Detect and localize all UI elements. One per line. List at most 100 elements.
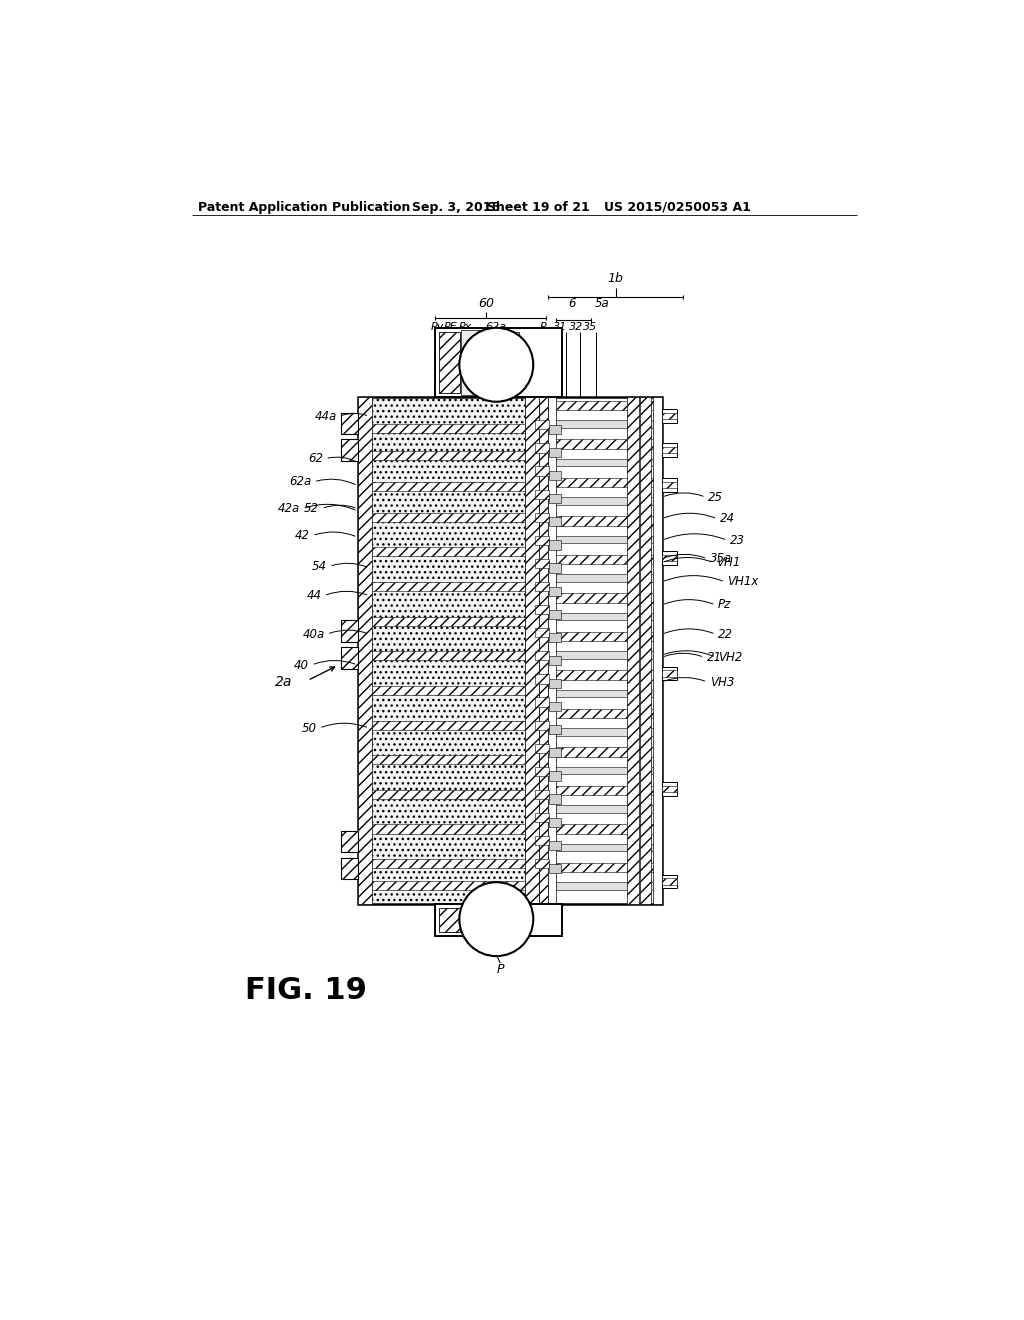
Bar [662, 482, 677, 488]
Bar [504, 908, 519, 932]
Bar [548, 397, 556, 904]
Bar [341, 647, 357, 669]
Bar [372, 397, 525, 903]
Bar [524, 397, 539, 904]
Bar [549, 447, 561, 457]
Bar [535, 697, 549, 706]
Bar [372, 482, 525, 491]
Bar [466, 908, 479, 932]
Bar [535, 536, 549, 545]
Bar [549, 656, 561, 665]
Text: Sheet 19 of 21: Sheet 19 of 21 [487, 201, 590, 214]
Bar [545, 863, 655, 873]
Bar [545, 805, 655, 813]
Bar [549, 610, 561, 619]
Bar [545, 498, 655, 506]
Text: 35a: 35a [710, 552, 732, 565]
Text: 21: 21 [707, 651, 722, 664]
Bar [545, 729, 655, 737]
Text: 42: 42 [295, 529, 310, 543]
Text: 2a: 2a [274, 675, 292, 689]
Bar [535, 675, 549, 684]
Bar [545, 689, 655, 697]
Bar [535, 651, 549, 660]
Bar [372, 424, 525, 433]
Bar [640, 397, 651, 904]
Bar [535, 558, 549, 568]
Bar [535, 743, 549, 752]
Bar [549, 540, 561, 549]
Bar [535, 721, 549, 730]
Bar [535, 582, 549, 591]
Bar [545, 536, 655, 544]
Bar [535, 512, 549, 521]
Bar [549, 817, 561, 826]
Bar [535, 836, 549, 845]
Text: 60: 60 [478, 297, 495, 310]
Bar [662, 781, 677, 796]
Bar [662, 878, 677, 884]
Text: 62a: 62a [289, 475, 311, 488]
Bar [435, 904, 562, 936]
Bar [662, 554, 677, 561]
Bar [539, 397, 662, 904]
Bar [545, 554, 655, 564]
Bar [549, 425, 561, 434]
Bar [662, 671, 677, 677]
Text: Patent Application Publication: Patent Application Publication [199, 201, 411, 214]
Text: Px: Px [459, 322, 472, 331]
Text: VH3: VH3 [710, 676, 734, 689]
Bar [545, 612, 655, 620]
Bar [372, 548, 525, 557]
Bar [535, 466, 549, 475]
Bar [341, 858, 357, 879]
Bar [535, 859, 549, 869]
Bar [549, 564, 561, 573]
Bar [662, 447, 677, 453]
Bar [484, 331, 499, 393]
Text: FIG. 19: FIG. 19 [245, 977, 367, 1005]
Bar [372, 721, 525, 730]
Bar [466, 331, 479, 393]
Bar [504, 331, 519, 393]
Bar [535, 605, 549, 614]
Text: Sep. 3, 2015: Sep. 3, 2015 [412, 201, 500, 214]
Circle shape [460, 327, 534, 401]
Bar [662, 413, 677, 418]
Bar [535, 628, 549, 638]
Bar [535, 767, 549, 776]
Bar [357, 397, 372, 904]
Bar [372, 859, 525, 869]
Text: 44a: 44a [314, 409, 337, 422]
Text: P: P [497, 964, 504, 975]
Bar [372, 789, 525, 799]
Bar [535, 420, 549, 429]
Bar [372, 686, 525, 696]
Bar [662, 785, 677, 792]
Text: 1b: 1b [607, 272, 624, 285]
Bar [545, 459, 655, 466]
Bar [372, 880, 525, 890]
Bar [545, 747, 655, 756]
Text: 23: 23 [730, 533, 744, 546]
Bar [341, 620, 357, 642]
Bar [545, 882, 655, 890]
Text: PE: PE [444, 322, 458, 331]
Bar [372, 616, 525, 626]
Bar [549, 471, 561, 480]
Text: US 2015/0250053 A1: US 2015/0250053 A1 [604, 201, 751, 214]
Bar [662, 667, 677, 681]
Text: Py: Py [430, 322, 443, 331]
Bar [652, 397, 662, 904]
Bar [549, 632, 561, 642]
Bar [539, 397, 548, 904]
Bar [662, 409, 677, 422]
Text: 22: 22 [718, 628, 733, 640]
Bar [435, 327, 562, 397]
Text: Pz: Pz [718, 598, 731, 611]
Bar [545, 440, 655, 449]
Text: 44: 44 [306, 589, 322, 602]
Bar [341, 440, 357, 461]
Text: VH1x: VH1x [727, 576, 759, 589]
Bar [545, 401, 655, 411]
